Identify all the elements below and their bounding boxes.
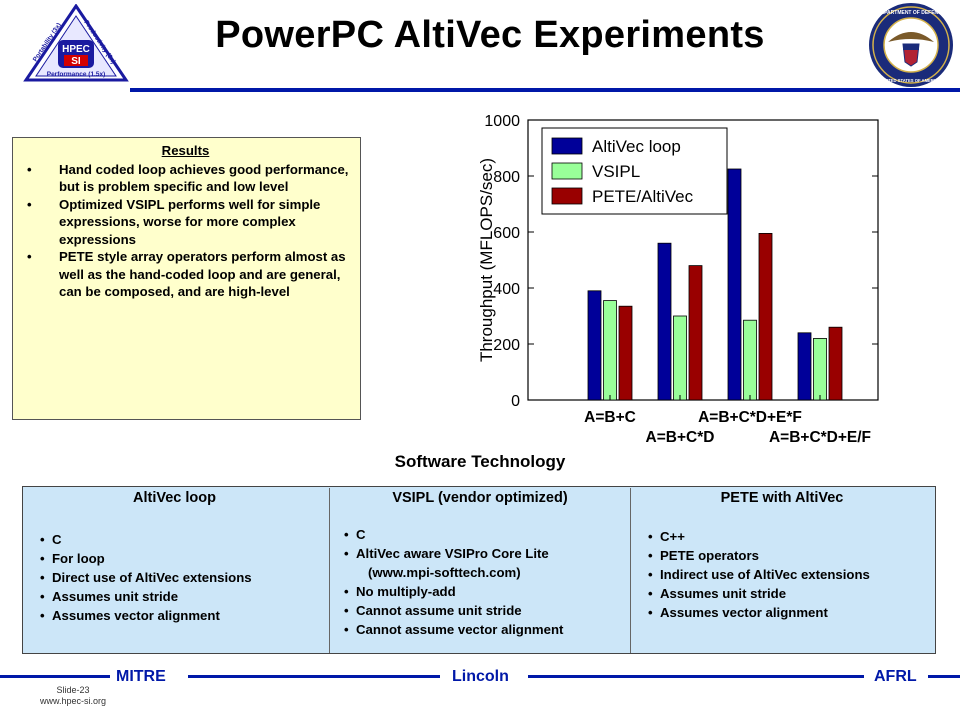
list-item: Cannot assume unit stride <box>344 601 563 620</box>
list-item: PETE operators <box>648 546 870 565</box>
logo-bottom-text: Performance (1.5x) <box>47 71 106 78</box>
legend-label: AltiVec loop <box>592 137 681 156</box>
list-item: Direct use of AltiVec extensions <box>40 568 252 587</box>
column-heading-altivec-loop: AltiVec loop <box>133 490 216 506</box>
list-item: Assumes vector alignment <box>40 606 252 625</box>
column-divider <box>329 488 330 653</box>
list-item: C++ <box>648 527 870 546</box>
header-rule <box>130 88 960 92</box>
bar <box>743 319 757 401</box>
column-heading-pete: PETE with AltiVec <box>720 490 844 506</box>
y-axis-label: Throughput (MFLOPS/sec) <box>477 158 496 362</box>
slide-label: Slide-23 <box>56 685 90 695</box>
column-divider <box>630 488 631 653</box>
bar <box>758 232 773 401</box>
results-box: Results Hand coded loop achieves good pe… <box>12 137 361 420</box>
footer-rule <box>188 675 440 678</box>
bar <box>813 337 827 401</box>
x-tick-label: A=B+C*D+E/F <box>769 429 871 446</box>
results-list: Hand coded loop achieves good performanc… <box>21 161 350 301</box>
altivec-loop-list: C For loop Direct use of AltiVec extensi… <box>40 530 252 625</box>
page-title: PowerPC AltiVec Experiments <box>215 14 765 56</box>
footer-mitre: MITRE <box>116 668 166 685</box>
list-item: For loop <box>40 549 252 568</box>
y-tick-label: 1000 <box>484 113 520 130</box>
x-tick-label: A=B+C <box>584 409 636 426</box>
list-item: Assumes vector alignment <box>648 603 870 622</box>
footer-afrl: AFRL <box>874 668 917 685</box>
footer-rule <box>528 675 864 678</box>
bar <box>587 290 602 401</box>
x-tick-label: A=B+C*D <box>646 429 715 446</box>
results-item: Hand coded loop achieves good performanc… <box>21 161 350 196</box>
list-item: Assumes unit stride <box>648 584 870 603</box>
list-item: No multiply-add <box>344 582 563 601</box>
vsipl-list: C AltiVec aware VSIPro Core Lite (www.mp… <box>344 525 563 639</box>
software-technology-title: Software Technology <box>394 452 566 471</box>
legend-label: VSIPL <box>592 162 640 181</box>
logo-si-text: SI <box>71 56 81 67</box>
column-heading-vsipl: VSIPL (vendor optimized) <box>392 490 568 506</box>
seal-top-text: DEPARTMENT OF DEFENSE <box>877 10 945 16</box>
legend-label: PETE/AltiVec <box>592 187 694 206</box>
list-item: AltiVec aware VSIPro Core Lite <box>344 544 563 563</box>
list-item: (www.mpi-softtech.com) <box>368 565 521 580</box>
x-tick-label: A=B+C*D+E*F <box>698 409 802 426</box>
y-tick-label: 600 <box>493 225 520 242</box>
footer-lincoln: Lincoln <box>452 668 509 685</box>
slide-number: Slide-23 www.hpec-si.org <box>18 685 128 707</box>
pete-list: C++ PETE operators Indirect use of AltiV… <box>648 527 870 622</box>
y-tick-label: 400 <box>493 281 520 298</box>
footer-rule <box>928 675 960 678</box>
slide-url: www.hpec-si.org <box>39 696 107 706</box>
bar <box>727 168 742 401</box>
y-tick-label: 800 <box>493 169 520 186</box>
legend-swatch <box>551 137 583 155</box>
list-item: C <box>40 530 252 549</box>
department-of-defense-seal: DEPARTMENT OF DEFENSE UNITED STATES OF A… <box>869 3 953 87</box>
results-heading: Results <box>161 143 210 158</box>
logo-hpec-text: HPEC <box>62 44 90 55</box>
bar <box>673 315 687 401</box>
footer-rule <box>0 675 110 678</box>
bar <box>657 242 672 401</box>
legend-swatch <box>551 162 583 180</box>
bar <box>828 326 843 401</box>
y-tick-label: 200 <box>493 337 520 354</box>
list-item: Assumes unit stride <box>40 587 252 606</box>
seal-bottom-text: UNITED STATES OF AMERICA <box>881 78 941 83</box>
bar <box>603 300 617 401</box>
bar <box>618 305 633 401</box>
bar <box>688 265 703 401</box>
hpec-si-logo: Portability (3x) Productivity (3x) Perfo… <box>23 4 129 82</box>
list-item: Indirect use of AltiVec extensions <box>648 565 870 584</box>
results-item: Optimized VSIPL performs well for simple… <box>21 196 350 249</box>
list-item: C <box>344 525 563 544</box>
y-tick-label: 0 <box>511 393 520 410</box>
legend-swatch <box>551 187 583 205</box>
list-item: Cannot assume vector alignment <box>344 620 563 639</box>
bar <box>797 332 812 401</box>
results-item: PETE style array operators perform almos… <box>21 248 350 301</box>
throughput-bar-chart: 0 200 400 600 800 1000 Throughput (MFLOPS/sec)… <box>477 113 879 446</box>
